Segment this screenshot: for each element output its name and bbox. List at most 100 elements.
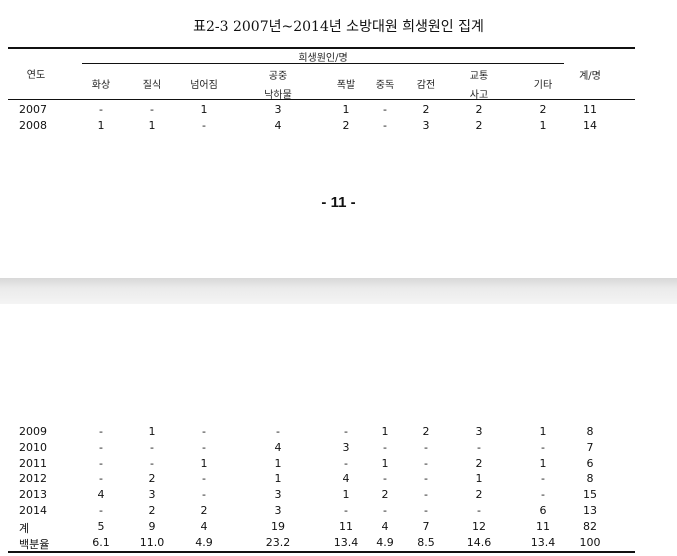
table-cell: - — [202, 472, 206, 486]
header-cause: 공중 — [268, 71, 288, 82]
header-cause: 화상 — [91, 80, 111, 91]
table-cell: - — [344, 425, 348, 438]
table-cell: - — [424, 456, 428, 470]
header-total: 계/명 — [579, 71, 601, 82]
table-cell: 3 — [274, 504, 282, 517]
table-cell: 1 — [539, 119, 547, 132]
table-cell: 2 — [539, 103, 547, 116]
table-cell: 2 — [475, 119, 483, 132]
table-cell: - — [276, 425, 280, 438]
table-cell: 2 — [342, 119, 350, 132]
row-total: 13 — [583, 504, 597, 517]
table-cell: - — [424, 488, 428, 502]
table-cell: 1 — [342, 103, 350, 116]
table-cell: 1 — [148, 425, 156, 438]
table-cell: 13.4 — [530, 535, 556, 549]
table-cell: - — [150, 440, 154, 454]
table-cell: 3 — [342, 440, 350, 454]
table-cell: 1 — [274, 472, 282, 486]
table-cell: - — [541, 472, 545, 486]
table-cell: - — [477, 440, 481, 454]
table-cell: 5 — [97, 519, 105, 533]
header-cause: 낙하물 — [264, 90, 292, 101]
table-top-rule — [8, 47, 635, 49]
table-cell: 1 — [539, 456, 547, 470]
table-cell: 1 — [475, 472, 483, 486]
table-cell: 4 — [381, 519, 389, 533]
table-cell: - — [99, 440, 103, 454]
table-cell: - — [424, 472, 428, 486]
table-cell: 23.2 — [265, 535, 291, 549]
table-cell: 2 — [200, 504, 208, 517]
table-cell: - — [383, 504, 387, 517]
row-total: 82 — [583, 519, 597, 533]
table-cell: - — [383, 119, 387, 132]
table-cell: - — [383, 103, 387, 116]
table-cell: 1 — [200, 103, 208, 116]
table-cell: 4.9 — [376, 535, 394, 549]
table-cell: 3 — [422, 119, 430, 132]
table-cell: 3 — [148, 488, 156, 502]
table-title: 표2-3 2007년~2014년 소방대원 희생원인 집계 — [193, 19, 484, 35]
table-cell: - — [344, 456, 348, 470]
table-cell: 11.0 — [139, 535, 165, 549]
table-cell: 1 — [148, 119, 156, 132]
table-bottom-rule — [8, 551, 635, 553]
table-cell: 19 — [271, 519, 285, 533]
table-cell: - — [202, 488, 206, 502]
row-total: 100 — [579, 535, 601, 549]
table-cell: 7 — [422, 519, 430, 533]
table-cell: 1 — [381, 425, 389, 438]
header-cause: 교통 — [469, 71, 489, 82]
table-cell: 6 — [539, 504, 547, 517]
header-cause: 중독 — [375, 80, 395, 91]
table-cell: - — [424, 440, 428, 454]
header-cause: 사고 — [469, 90, 489, 101]
row-total: 7 — [586, 440, 594, 454]
page-bottom: 2009-1- - -1 2 3 1 8 2010- - -4 3- - - -7 2011- -1 1-1-2… — [0, 304, 677, 556]
row-year: 계 — [19, 521, 30, 535]
table-cell: - — [383, 440, 387, 454]
table-cell: 4.9 — [195, 535, 213, 549]
row-year: 2013 — [19, 488, 47, 502]
row-total: 6 — [586, 456, 594, 470]
table-cell: 1 — [342, 488, 350, 502]
table-cell: - — [202, 425, 206, 438]
row-year: 2009 — [19, 425, 47, 438]
table-cell: 1 — [274, 456, 282, 470]
table-cell: 2 — [148, 472, 156, 486]
header-bottom-rule — [8, 99, 635, 100]
table-cell: 4 — [342, 472, 350, 486]
table-cell: 3 — [475, 425, 483, 438]
row-total: 14 — [583, 119, 597, 132]
table-cell: - — [99, 425, 103, 438]
table-cell: - — [477, 504, 481, 517]
row-year: 2007 — [19, 103, 47, 116]
row-total: 8 — [586, 425, 594, 438]
table-cell: - — [99, 456, 103, 470]
table-cell: 12 — [472, 519, 486, 533]
header-year: 연도 — [26, 70, 46, 81]
row-total: 11 — [583, 103, 597, 116]
table-cell: 2 — [381, 488, 389, 502]
table-cell: 3 — [274, 103, 282, 116]
row-year: 2011 — [19, 456, 47, 470]
row-total: 8 — [586, 472, 594, 486]
table-cell: - — [202, 440, 206, 454]
table-cell: 2 — [475, 103, 483, 116]
table-cell: - — [150, 103, 154, 116]
table-cell: 8.5 — [417, 535, 435, 549]
table-cell: - — [99, 472, 103, 486]
table-cell: 4 — [200, 519, 208, 533]
table-cell: 3 — [274, 488, 282, 502]
header-group: 희생원인/명 — [298, 53, 348, 64]
row-year: 백분율 — [19, 537, 50, 551]
table-cell: - — [202, 119, 206, 132]
table-cell: 11 — [536, 519, 550, 533]
row-year: 2008 — [19, 119, 47, 132]
table-cell: 1 — [539, 425, 547, 438]
table-cell: 2 — [422, 103, 430, 116]
table-cell: 1 — [381, 456, 389, 470]
table-cell: - — [99, 504, 103, 517]
header-cause: 기타 — [533, 80, 553, 91]
